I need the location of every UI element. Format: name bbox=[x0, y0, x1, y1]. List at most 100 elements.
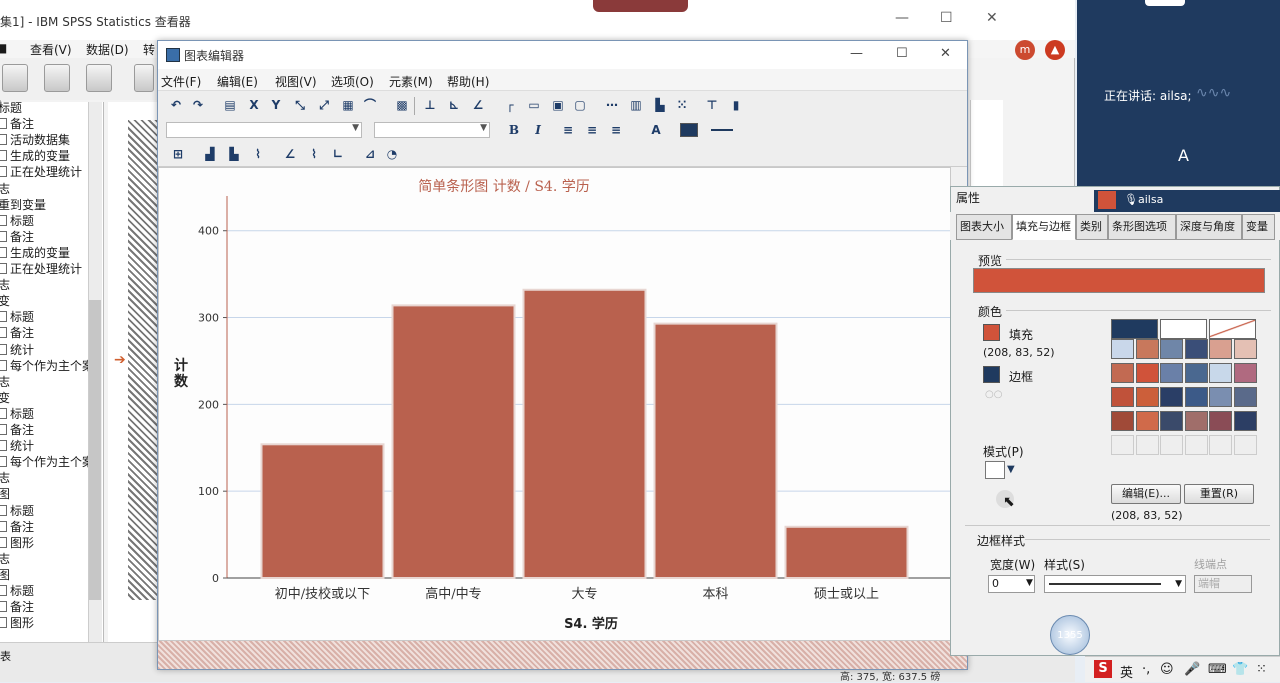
bar[interactable] bbox=[653, 322, 778, 579]
palette-swatch[interactable] bbox=[1111, 363, 1134, 383]
palette-swatch[interactable] bbox=[1233, 363, 1257, 383]
palette-swatch[interactable] bbox=[1135, 435, 1159, 455]
fill-swatch[interactable] bbox=[983, 324, 1000, 341]
palette-swatch[interactable] bbox=[1135, 363, 1159, 383]
palette-swatch[interactable] bbox=[1233, 411, 1257, 431]
palette-swatch[interactable] bbox=[1184, 411, 1208, 431]
palette-swatch[interactable] bbox=[1184, 363, 1208, 383]
palette-swatch[interactable] bbox=[1135, 339, 1159, 359]
add-frame-icon[interactable]: ⊞ bbox=[172, 147, 184, 161]
align-right-icon[interactable]: ≡ bbox=[610, 123, 622, 137]
microphone-icon[interactable]: 🎙 bbox=[1124, 193, 1138, 206]
border-swatch[interactable] bbox=[983, 366, 1000, 383]
emoji-icon[interactable]: ☺ bbox=[1160, 662, 1174, 677]
bar[interactable] bbox=[784, 525, 909, 580]
palette-swatch[interactable] bbox=[1135, 411, 1159, 431]
tab-bar-options[interactable]: 条形图选项 bbox=[1108, 214, 1176, 240]
palette-swatch[interactable] bbox=[1184, 435, 1208, 455]
skin-icon[interactable]: 👕 bbox=[1232, 662, 1249, 677]
close-icon[interactable]: ✕ bbox=[986, 10, 998, 26]
bold-button[interactable]: B bbox=[508, 123, 520, 137]
show-legend-icon[interactable]: ▢ bbox=[574, 98, 586, 112]
floating-badge[interactable]: 1355 bbox=[1050, 615, 1090, 655]
show-gridline-icon[interactable]: ⊾ bbox=[448, 98, 460, 112]
tab-variables[interactable]: 变量 bbox=[1242, 214, 1275, 240]
palette-swatch[interactable] bbox=[1111, 319, 1158, 339]
line-chart-icon[interactable]: ⌇ bbox=[255, 147, 261, 161]
redo-icon[interactable]: ↷ bbox=[192, 98, 204, 112]
chart-x-axis-title[interactable]: S4. 学历 bbox=[564, 616, 618, 632]
chart-y-axis-title[interactable]: 计数 bbox=[174, 357, 189, 390]
outline-item[interactable]: 图 bbox=[0, 567, 10, 583]
menu-edit[interactable]: ■ bbox=[0, 41, 8, 55]
outline-item[interactable]: 统计 bbox=[0, 438, 34, 454]
y-tick-label[interactable]: 400 bbox=[198, 225, 219, 238]
palette-swatch[interactable] bbox=[1209, 363, 1232, 383]
palette-swatch[interactable] bbox=[1111, 411, 1134, 431]
palette-swatch[interactable] bbox=[1160, 319, 1207, 339]
x-axis-icon[interactable]: X bbox=[249, 98, 259, 112]
pattern-dropdown-icon[interactable]: ▼ bbox=[1007, 464, 1015, 475]
palette-swatch[interactable] bbox=[1111, 339, 1134, 359]
x-tick-label[interactable]: 大专 bbox=[571, 587, 597, 602]
show-data-labels-icon[interactable]: ⋯ bbox=[606, 98, 618, 112]
outline-item[interactable]: 志 bbox=[0, 374, 10, 390]
outline-item[interactable]: 生成的变量 bbox=[0, 148, 70, 164]
menu-view[interactable]: 查看(V) bbox=[30, 43, 72, 57]
fit-subgroup-icon[interactable]: ∟ bbox=[332, 147, 344, 161]
outline-item[interactable]: 生成的变量 bbox=[0, 245, 70, 261]
screen-share-tab[interactable] bbox=[593, 0, 688, 12]
menu-data[interactable]: 数据(D) bbox=[86, 43, 129, 57]
palette-swatch[interactable] bbox=[1233, 387, 1257, 407]
tools-icon[interactable]: ⁙ bbox=[1256, 662, 1267, 677]
keyboard-icon[interactable]: ⌨ bbox=[1208, 662, 1227, 677]
menu-transform[interactable]: 转 bbox=[143, 43, 156, 57]
outline-item[interactable]: 备注 bbox=[0, 229, 34, 245]
editor-minimize-icon[interactable]: — bbox=[850, 46, 863, 61]
editor-menu-options[interactable]: 选项(O) bbox=[331, 75, 374, 89]
show-axis-icon[interactable]: ⊥ bbox=[424, 98, 436, 112]
font-family-combo[interactable]: ▼ bbox=[166, 122, 362, 138]
align-left-icon[interactable]: ≡ bbox=[562, 123, 574, 137]
chart-canvas[interactable]: 简单条形图 计数 / S4. 学历 计数 S4. 学历 0 100 200 300 40… bbox=[158, 167, 951, 641]
outline-item[interactable]: 备注 bbox=[0, 422, 34, 438]
x-tick-label[interactable]: 本科 bbox=[702, 587, 728, 602]
y-axis-icon[interactable]: Y bbox=[271, 98, 281, 112]
mic-tray-icon[interactable]: 🎤 bbox=[1184, 662, 1201, 677]
bar[interactable] bbox=[260, 443, 385, 579]
tab-fill-border[interactable]: 填充与边框 bbox=[1012, 214, 1076, 240]
outline-item[interactable]: 正在处理统计 bbox=[0, 261, 82, 277]
outline-item[interactable]: 变 bbox=[0, 390, 10, 406]
outline-item[interactable]: 标题 bbox=[0, 100, 22, 116]
print-icon[interactable] bbox=[2, 64, 28, 92]
outline-item[interactable]: 每个作为主个案 bbox=[0, 358, 94, 374]
palette-swatch[interactable] bbox=[1160, 435, 1183, 455]
bar-chart-icon[interactable]: ▟ bbox=[205, 147, 215, 161]
y-tick-label[interactable]: 100 bbox=[198, 485, 219, 498]
bar-chart[interactable]: 简单条形图 计数 / S4. 学历 计数 S4. 学历 0 100 200 300 40… bbox=[159, 168, 950, 640]
minimize-icon[interactable]: — bbox=[895, 10, 909, 26]
palette-swatch[interactable] bbox=[1209, 411, 1232, 431]
editor-menu-file[interactable]: 文件(F) bbox=[161, 75, 202, 89]
outline-item[interactable]: 正在处理统计 bbox=[0, 164, 82, 180]
editor-menu-view[interactable]: 视图(V) bbox=[275, 75, 317, 89]
outline-item[interactable]: 标题 bbox=[0, 213, 34, 229]
y-tick-label[interactable]: 0 bbox=[212, 572, 219, 585]
palette-swatch[interactable] bbox=[1160, 363, 1183, 383]
editor-menu-help[interactable]: 帮助(H) bbox=[447, 75, 490, 89]
outline-item[interactable]: 备注 bbox=[0, 599, 34, 615]
fit-line-icon[interactable]: ∠ bbox=[284, 147, 296, 161]
outline-item[interactable]: 志 bbox=[0, 181, 10, 197]
outline-item[interactable]: 每个作为主个案 bbox=[0, 454, 94, 470]
chart-title[interactable]: 简单条形图 计数 / S4. 学历 bbox=[418, 178, 589, 195]
tab-depth-angle[interactable]: 深度与角度 bbox=[1176, 214, 1242, 240]
fill-color-swatch[interactable] bbox=[680, 123, 698, 137]
show-error-bars-icon[interactable]: ▥ bbox=[630, 98, 642, 112]
tab-chart-size[interactable]: 图表大小 bbox=[956, 214, 1012, 240]
outline-item[interactable]: 标题 bbox=[0, 503, 34, 519]
palette-swatch[interactable] bbox=[1184, 339, 1208, 359]
print-preview-icon[interactable] bbox=[44, 64, 70, 92]
outline-item[interactable]: 活动数据集 bbox=[0, 132, 70, 148]
outline-item[interactable]: 标题 bbox=[0, 583, 34, 599]
user-m-icon[interactable]: m bbox=[1015, 40, 1035, 60]
